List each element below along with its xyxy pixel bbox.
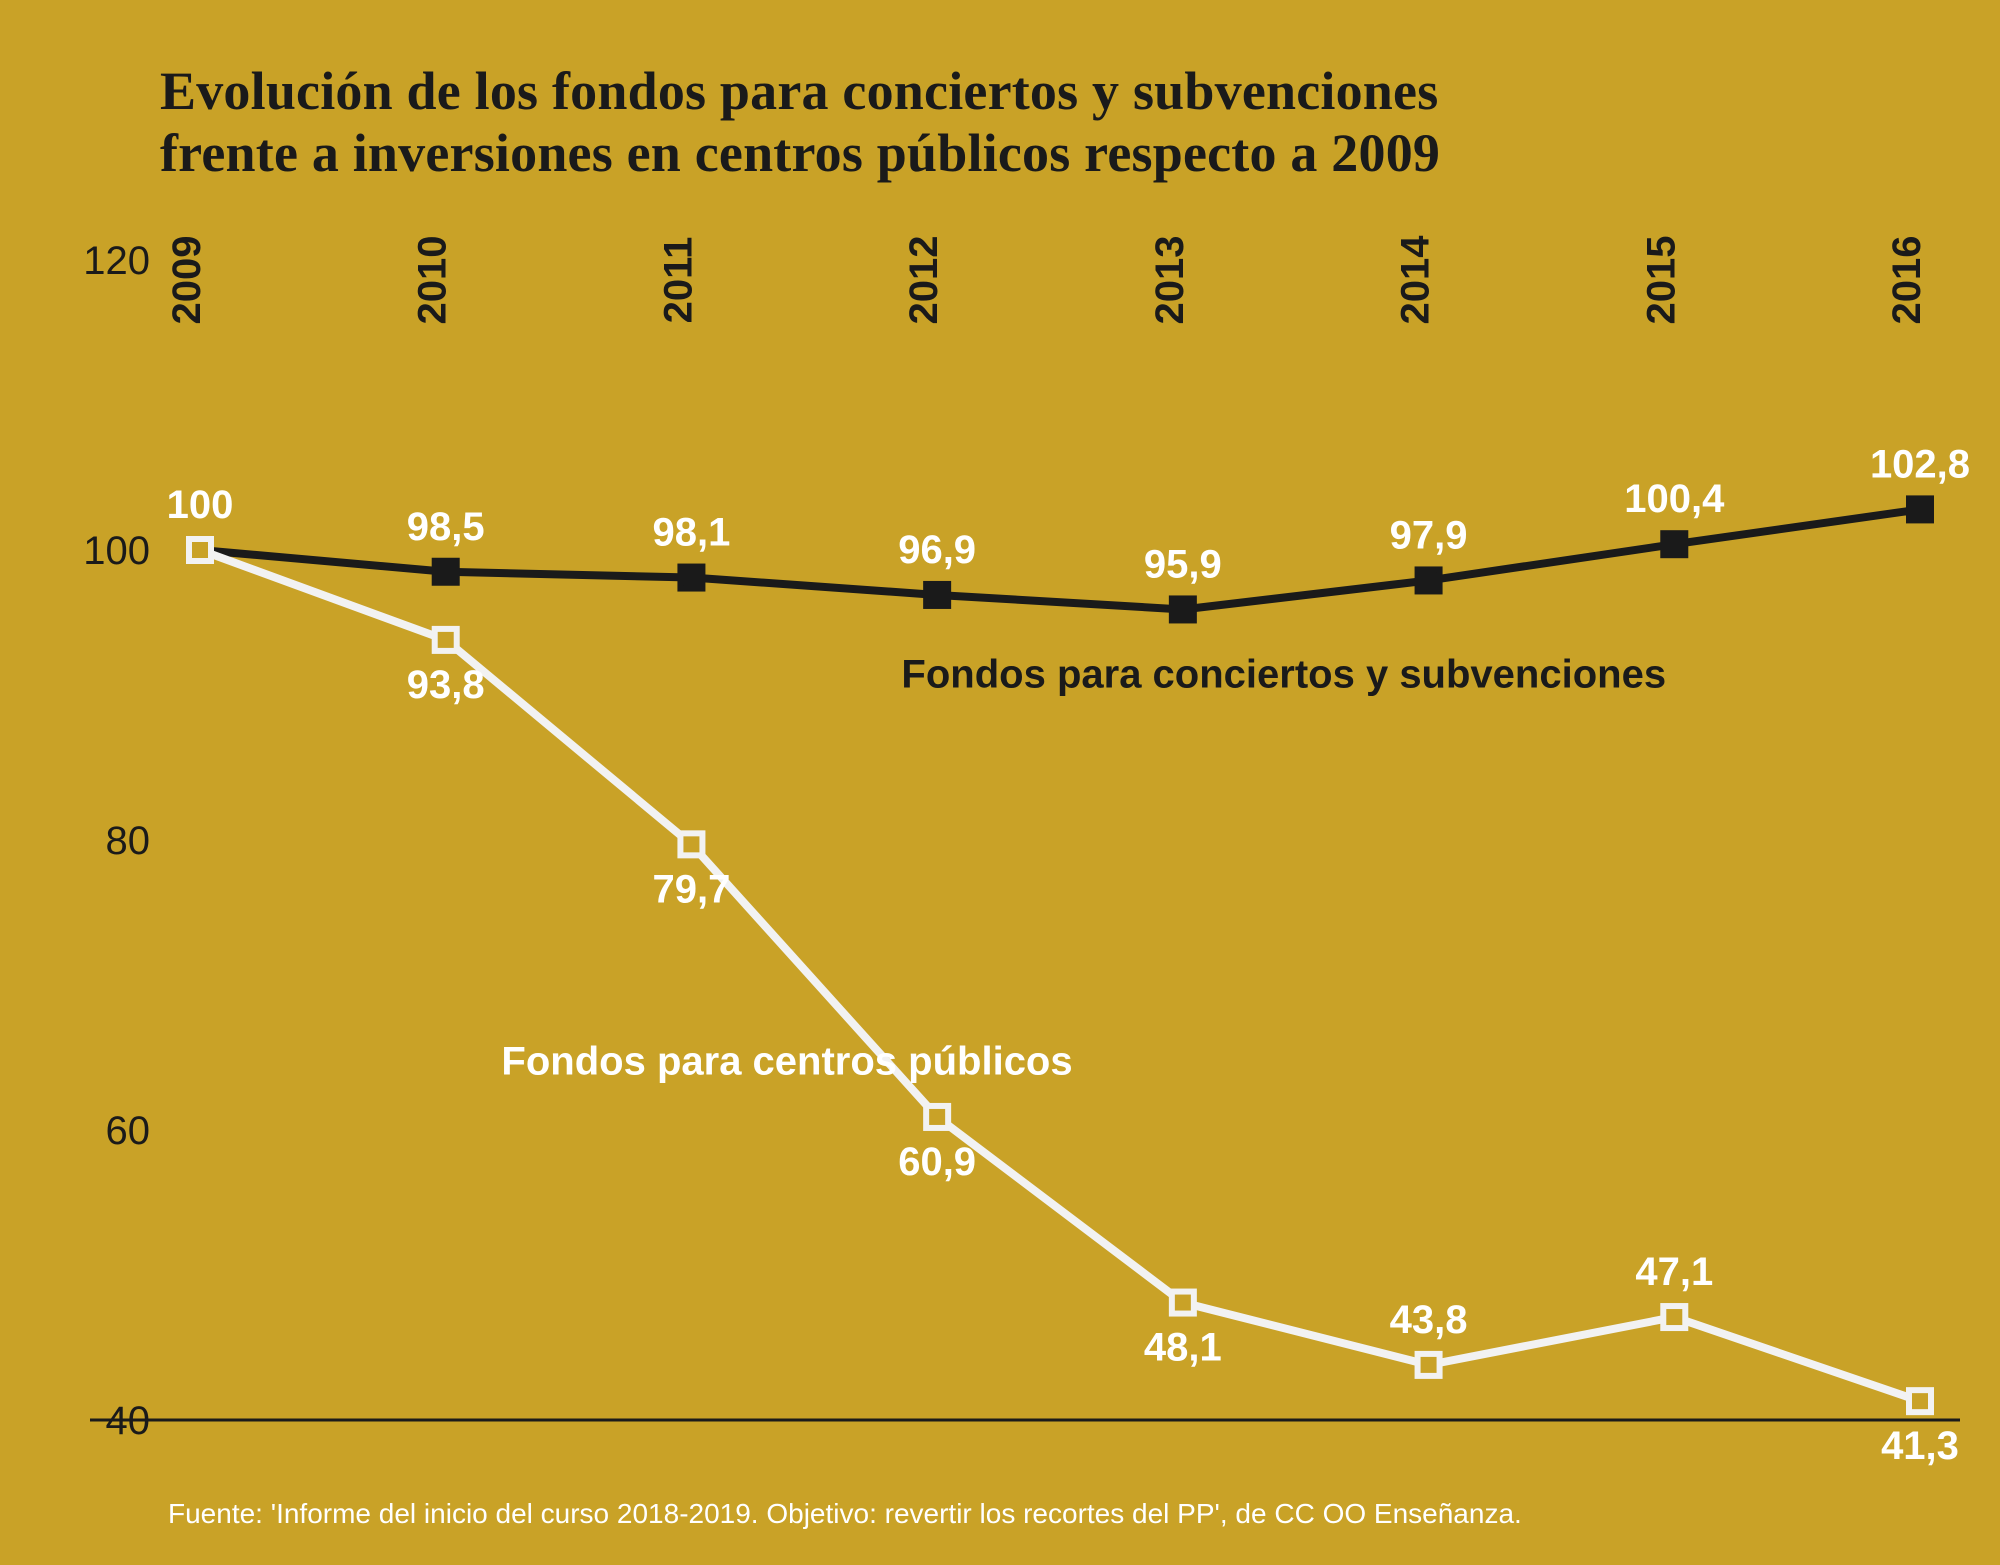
x-tick-label: 2016 — [1885, 236, 1929, 325]
x-tick-label: 2009 — [165, 236, 209, 325]
series-marker — [1418, 1354, 1440, 1376]
data-value-label: 98,5 — [407, 505, 485, 549]
x-tick-label: 2010 — [411, 236, 455, 325]
data-value-label: 98,1 — [652, 511, 730, 555]
data-value-label: 47,1 — [1635, 1250, 1713, 1294]
series-label: Fondos para conciertos y subvenciones — [901, 653, 1666, 697]
x-tick-label: 2011 — [656, 237, 700, 324]
data-value-label: 95,9 — [1144, 542, 1222, 586]
y-tick-label: 100 — [83, 529, 150, 573]
series-marker — [1172, 1292, 1194, 1314]
series-marker — [1172, 598, 1194, 620]
series-marker — [680, 833, 702, 855]
data-value-label: 79,7 — [652, 867, 730, 911]
x-tick-label: 2014 — [1394, 235, 1438, 325]
series-marker — [1663, 533, 1685, 555]
chart-svg: 40 60 80 100 120 2009 2010 2011 2012 2013 2014 2015… — [0, 0, 2000, 1565]
y-tick-label: 80 — [106, 819, 151, 863]
series-marker — [680, 567, 702, 589]
y-tick-label: 60 — [106, 1109, 151, 1153]
series-marker — [1909, 1390, 1931, 1412]
series-marker — [435, 629, 457, 651]
data-value-label: 60,9 — [898, 1140, 976, 1184]
data-value-label: 48,1 — [1144, 1326, 1222, 1370]
y-tick-label: 40 — [106, 1399, 151, 1443]
data-value-label: 41,3 — [1881, 1424, 1959, 1468]
series-marker — [1418, 569, 1440, 591]
series-marker — [189, 539, 211, 561]
x-tick-label: 2015 — [1639, 236, 1683, 325]
series-label: Fondos para centros públicos — [501, 1039, 1072, 1083]
data-value-label: 43,8 — [1390, 1298, 1468, 1342]
series-marker — [1663, 1306, 1685, 1328]
data-value-label: 97,9 — [1390, 513, 1468, 557]
series-marker — [435, 561, 457, 583]
data-value-label: 100,4 — [1624, 477, 1725, 521]
data-value-label: 96,9 — [898, 528, 976, 572]
data-value-label: 93,8 — [407, 663, 485, 707]
series-marker — [926, 1106, 948, 1128]
series-marker — [926, 584, 948, 606]
y-tick-label: 120 — [83, 239, 150, 283]
x-tick-label: 2012 — [902, 236, 946, 325]
data-value-label: 102,8 — [1870, 442, 1970, 486]
chart-canvas: Evolución de los fondos para conciertos … — [0, 0, 2000, 1565]
data-value-label: 100 — [167, 483, 234, 527]
series-marker — [1909, 498, 1931, 520]
x-tick-label: 2013 — [1148, 236, 1192, 325]
